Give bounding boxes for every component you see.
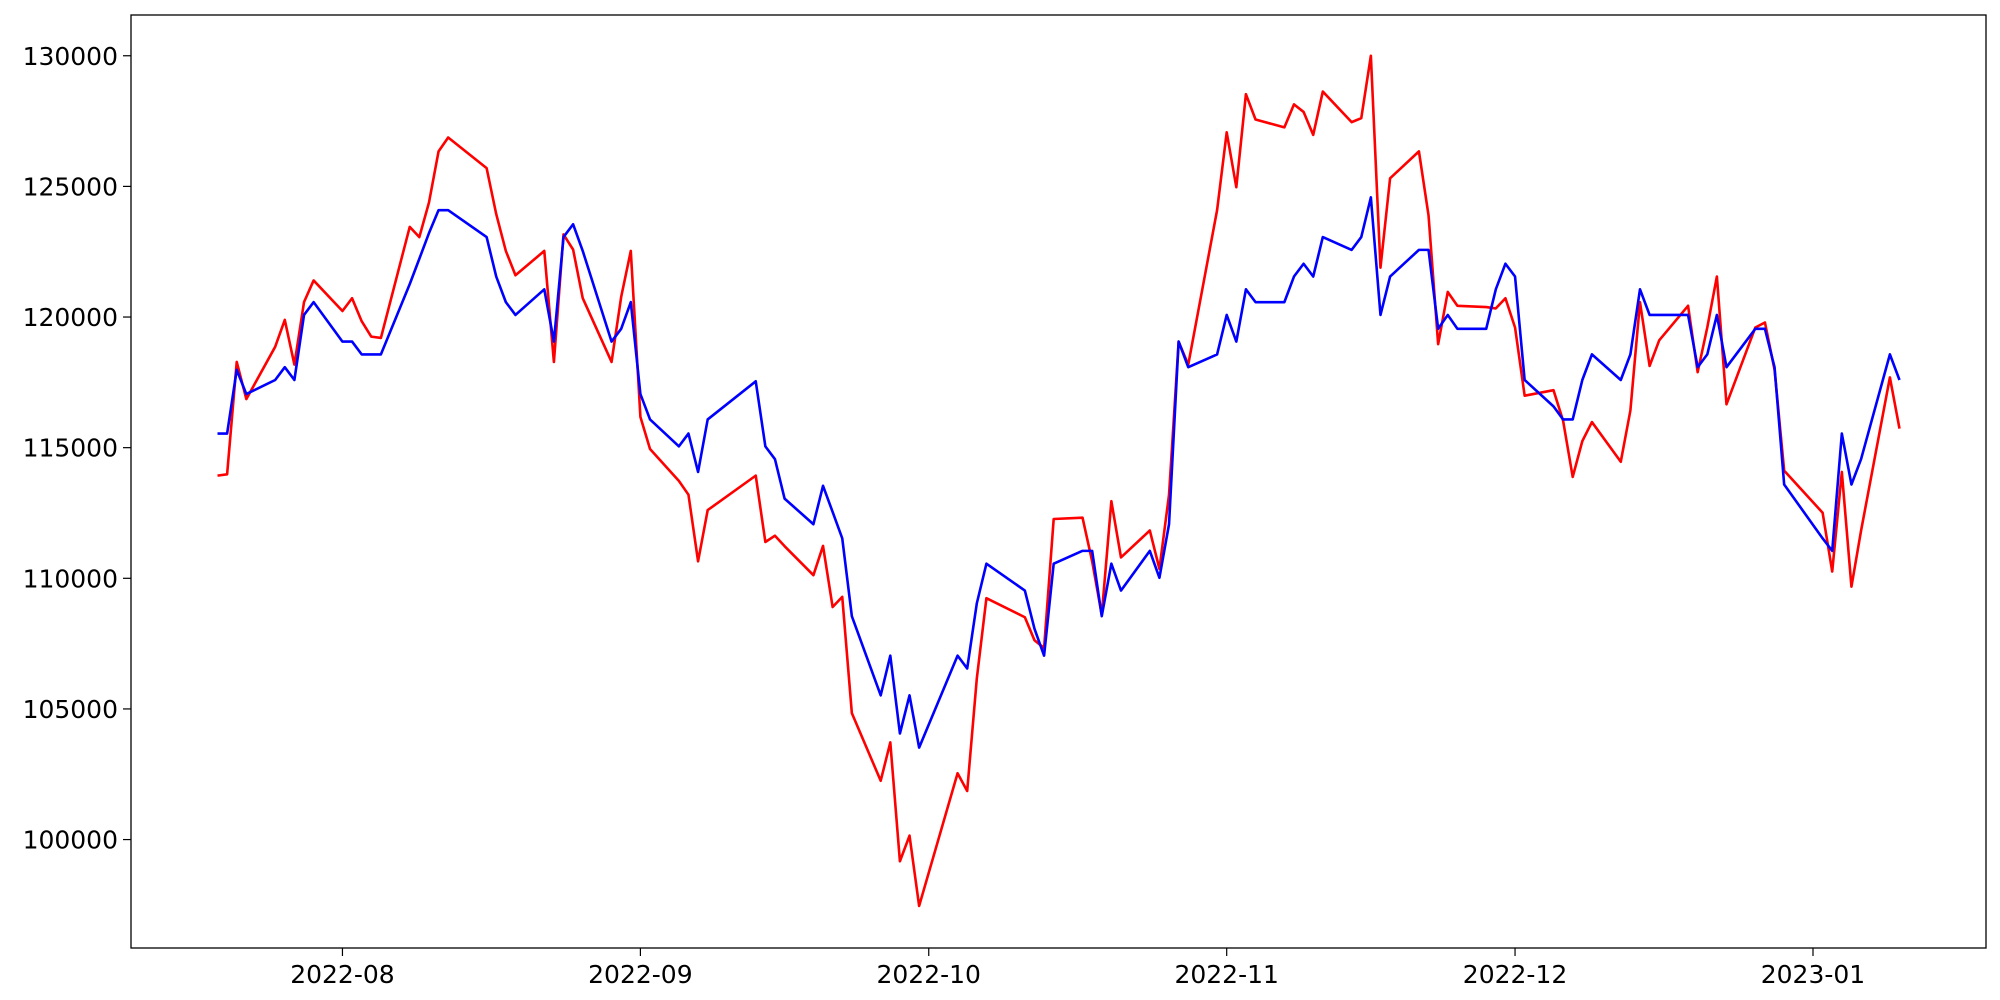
x-tick-label: 2022-10 — [877, 960, 981, 989]
x-tick-label: 2022-11 — [1174, 960, 1278, 989]
y-tick-label: 110000 — [23, 564, 118, 593]
x-tick-label: 2022-08 — [290, 960, 394, 989]
y-tick-label: 120000 — [23, 303, 118, 332]
plot-frame — [130, 14, 1987, 949]
x-tick-label: 2022-09 — [588, 960, 692, 989]
x-tick-label: 2022-12 — [1463, 960, 1567, 989]
y-tick-label: 100000 — [23, 826, 118, 855]
y-tick-label: 130000 — [23, 42, 118, 71]
y-tick-label: 125000 — [23, 172, 118, 201]
line-series — [217, 54, 1901, 908]
y-tick-label: 105000 — [23, 695, 118, 724]
x-tick-label: 2023-01 — [1761, 960, 1865, 989]
y-tick-label: 115000 — [23, 434, 118, 463]
line-series — [217, 196, 1901, 749]
